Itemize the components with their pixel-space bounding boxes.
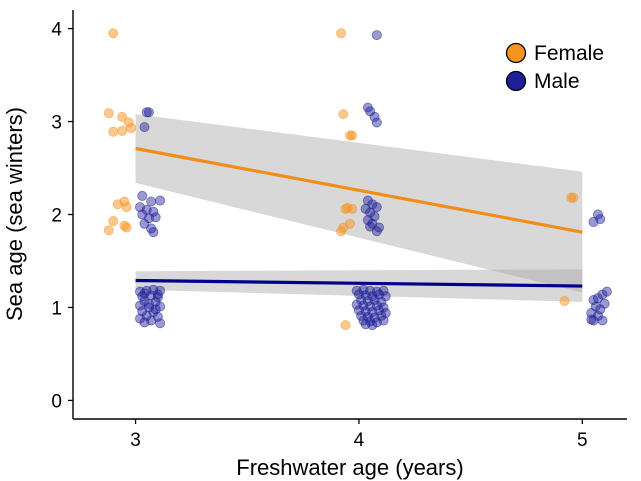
data-point-female — [340, 203, 351, 214]
y-tick-label: 4 — [51, 20, 62, 41]
fit-lines — [135, 146, 583, 288]
y-axis-title: Sea age (sea winters) — [2, 107, 27, 321]
data-point-male — [141, 107, 152, 118]
data-point-male — [588, 216, 599, 227]
data-point-male — [148, 227, 159, 238]
data-point-male — [371, 226, 382, 237]
data-point-male — [152, 292, 163, 303]
confidence-band-female — [135, 114, 583, 293]
data-point-male — [155, 195, 166, 206]
data-point-male — [137, 190, 148, 201]
data-point-male — [139, 122, 150, 133]
data-point-male — [150, 304, 161, 315]
data-point-male — [139, 288, 150, 299]
x-axis-ticks: 3 4 5 — [130, 419, 588, 451]
y-tick-label: 3 — [51, 113, 62, 134]
fit-line-male — [135, 278, 583, 288]
data-point-male — [597, 315, 608, 326]
data-point-male — [371, 117, 382, 128]
data-point-female — [117, 125, 128, 136]
legend-item-female: Female — [505, 42, 604, 65]
data-point-female — [340, 320, 351, 331]
data-point-female — [126, 123, 137, 134]
data-point-male — [592, 209, 603, 220]
data-point-female — [119, 220, 130, 231]
legend-label-female: Female — [534, 42, 604, 65]
legend-label-male: Male — [534, 70, 580, 93]
data-point-female — [336, 28, 347, 39]
data-point-male — [369, 111, 380, 122]
x-tick-label: 3 — [130, 430, 141, 451]
data-point-male — [155, 318, 166, 329]
data-point-male — [146, 196, 157, 207]
data-point-female — [336, 226, 347, 237]
data-point-male — [371, 30, 382, 41]
data-point-male — [588, 315, 599, 326]
data-point-female — [103, 108, 114, 119]
data-point-male — [143, 107, 154, 118]
y-tick-label: 0 — [51, 391, 62, 412]
data-point-male — [143, 298, 154, 309]
x-tick-label: 5 — [577, 430, 588, 451]
data-point-female — [338, 109, 349, 120]
data-point-female — [103, 225, 114, 236]
y-axis-ticks: 0 1 2 3 4 — [51, 20, 73, 412]
data-point-female — [108, 126, 119, 137]
fit-line-female — [135, 146, 583, 234]
scatter-points — [103, 28, 612, 331]
x-axis-title: Freshwater age (years) — [236, 455, 463, 480]
data-point-female — [108, 216, 119, 227]
data-point-female — [347, 130, 358, 141]
data-point-female — [108, 28, 119, 39]
data-point-male — [367, 320, 378, 331]
y-tick-label: 1 — [51, 298, 62, 319]
legend-swatch-male — [505, 70, 527, 92]
confidence-band-male — [135, 269, 583, 302]
confidence-bands — [135, 114, 583, 302]
y-tick-label: 2 — [51, 206, 62, 227]
data-point-female — [117, 111, 128, 122]
data-point-female — [121, 202, 132, 213]
data-point-male — [152, 289, 163, 300]
data-point-male — [378, 315, 389, 326]
data-point-male — [139, 317, 150, 328]
data-point-female — [568, 192, 579, 203]
data-point-male — [150, 212, 161, 223]
legend-swatch-female — [505, 42, 527, 64]
data-point-male — [371, 202, 382, 213]
legend: Female Male — [505, 42, 604, 93]
data-point-female — [559, 295, 570, 306]
x-tick-label: 4 — [354, 430, 365, 451]
legend-item-male: Male — [505, 70, 580, 93]
